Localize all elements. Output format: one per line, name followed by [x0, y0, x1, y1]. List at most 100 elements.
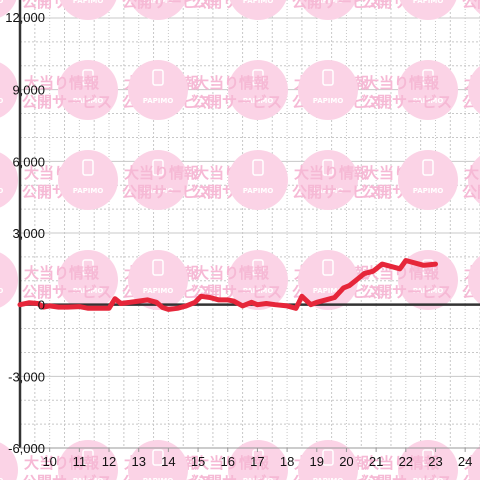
watermark-badge: PAPIMO [413, 0, 444, 5]
x-tick-labels: 10 11 12 13 14 15 16 17 18 19 20 21 22 23 24 [42, 454, 472, 469]
watermark-circle [128, 60, 188, 120]
watermark-circle [58, 440, 118, 480]
watermark-circle [0, 152, 18, 208]
watermark-line1: 大当り情報 [364, 74, 440, 92]
y-tick-label: 0 [38, 298, 45, 313]
phone-icon [82, 259, 94, 276]
watermark-line2: 公開サービス [22, 283, 112, 301]
watermark-circle [129, 0, 187, 20]
phone-icon [252, 69, 264, 86]
phone-icon [252, 449, 264, 466]
watermark-circle [228, 250, 288, 310]
watermark-circle [228, 440, 288, 480]
watermark-line1: 大当り情報 [364, 454, 440, 472]
watermark-badge: PAPIMO [313, 287, 344, 295]
watermark-line1: 大当り情報 [194, 454, 270, 472]
watermark-circle [299, 0, 357, 20]
watermark-badge: PAPIMO [143, 187, 174, 195]
watermark-badge: PAPIMO [413, 287, 444, 295]
watermark-badge: PAPIMO [143, 97, 174, 105]
watermark-badge: PAPIMO [313, 477, 344, 480]
watermark-circle [0, 62, 18, 118]
watermark-circle [398, 60, 458, 120]
phone-icon [322, 259, 334, 276]
watermark-badge: PAPIMO [413, 97, 444, 105]
watermark-circle [398, 440, 458, 480]
phone-icon [82, 159, 94, 176]
watermark-badge: PAPIMO [73, 97, 104, 105]
watermark-line2: 公開サービス [122, 183, 212, 201]
watermark-circle [399, 0, 457, 20]
watermark-line2: 公開サービス [292, 0, 382, 11]
watermark-badge: PAPIMO [243, 187, 274, 195]
watermark-line2: 公開サービス [22, 93, 112, 111]
watermark-badge: PAPIMO [143, 287, 174, 295]
watermark-line1: 大当り情報 [24, 74, 100, 92]
watermark-line2: 公開サービス [122, 0, 212, 11]
y-tick-labels: -6,000 -3,000 0 3,000 6,000 9,000 12,000 [5, 10, 45, 456]
watermark-circle [469, 0, 480, 14]
watermark-circle [0, 442, 18, 480]
watermark-badge: PAPIMO [313, 187, 344, 195]
x-tick-label: 21 [369, 454, 383, 469]
watermark-line2: 公開サービス [192, 473, 282, 480]
phone-icon [322, 159, 334, 176]
x-tick-label: 15 [191, 454, 205, 469]
watermark-line1: 大当り情報 [194, 74, 270, 92]
watermark-circle [298, 250, 358, 310]
watermark-circle [298, 150, 358, 210]
watermark-circle [58, 60, 118, 120]
watermark-badge: PAPIMO [73, 287, 104, 295]
phone-icon [422, 159, 434, 176]
watermark-circle [228, 150, 288, 210]
x-tick-label: 16 [221, 454, 235, 469]
x-tick-label: 13 [131, 454, 145, 469]
x-tick-label: 14 [161, 454, 175, 469]
watermark-circle [228, 60, 288, 120]
y-tick-label: -3,000 [8, 369, 45, 384]
watermark-badge: PAPIMO [73, 0, 104, 5]
watermark-line1: 大当り情報 [364, 264, 440, 282]
x-tick-label: 23 [428, 454, 442, 469]
watermark-circle [0, 0, 17, 18]
phone-icon [422, 69, 434, 86]
watermark-badge: PAPIMO [73, 477, 104, 480]
x-tick-label: 17 [250, 454, 264, 469]
watermark-line2: 公開サービス [362, 473, 452, 480]
phone-icon [422, 449, 434, 466]
y-tick-label: 9,000 [12, 83, 45, 98]
watermark-line2: 公開サービス [462, 0, 480, 11]
watermark-badge: PAPIMO [73, 187, 104, 195]
watermark-line1: 大当り情報 [24, 264, 100, 282]
watermark-circle [298, 440, 358, 480]
watermark-line1: 大当り情報 [294, 164, 370, 182]
phone-icon [82, 449, 94, 466]
watermark-badge: PAPIMO [313, 0, 344, 5]
watermark-circle [128, 150, 188, 210]
watermark-badge: PAPIMO [243, 97, 274, 105]
watermark-circle [468, 156, 480, 204]
phone-icon [252, 159, 264, 176]
x-tick-label: 11 [73, 454, 87, 469]
series-layer [17, 258, 438, 312]
watermark-circle [58, 250, 118, 310]
watermark-circle [398, 150, 458, 210]
phone-icon [252, 259, 264, 276]
watermark-badge: PAPIMO [143, 0, 174, 5]
x-tick-label: 18 [280, 454, 294, 469]
watermark-line2: 公開サービス [362, 93, 452, 111]
watermark-line1: 大当り情報 [124, 164, 200, 182]
